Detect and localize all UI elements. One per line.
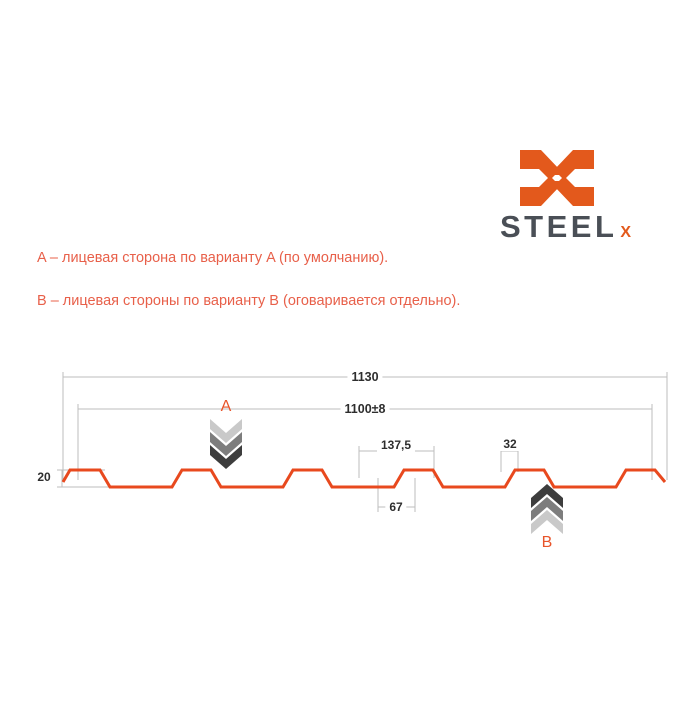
- marker-a: A: [206, 398, 246, 460]
- steelx-wordmark: STEEL X: [500, 209, 660, 244]
- steelx-logo: STEEL X: [500, 148, 660, 244]
- note-variant-a: A – лицевая сторона по варианту A (по ум…: [37, 250, 389, 266]
- logo-x-superscript: X: [620, 224, 632, 241]
- chevron-up-stack-icon: [531, 484, 563, 534]
- sheet-profile-line: [61, 468, 667, 489]
- dimension-label-rib-pitch: 137,5: [376, 438, 416, 452]
- marker-b-label: B: [541, 534, 553, 551]
- chevron-down-stack-icon: [210, 419, 242, 469]
- steelx-x-mark-icon: [517, 148, 597, 208]
- dimension-label-valley-width: 67: [385, 500, 407, 514]
- extension-lines: [57, 372, 668, 512]
- dimension-label-working-width: 1100±8: [340, 402, 390, 416]
- dimension-label-rib-top-width: 32: [499, 437, 521, 451]
- note-variant-b: B – лицевая стороны по варианту B (огова…: [37, 293, 461, 309]
- marker-a-label: A: [220, 398, 232, 415]
- logo-steel-text: STEEL: [500, 209, 618, 244]
- dimension-label-total-width: 1130: [347, 370, 383, 384]
- dimension-label-height: 20: [33, 470, 55, 484]
- marker-b: B: [527, 490, 567, 551]
